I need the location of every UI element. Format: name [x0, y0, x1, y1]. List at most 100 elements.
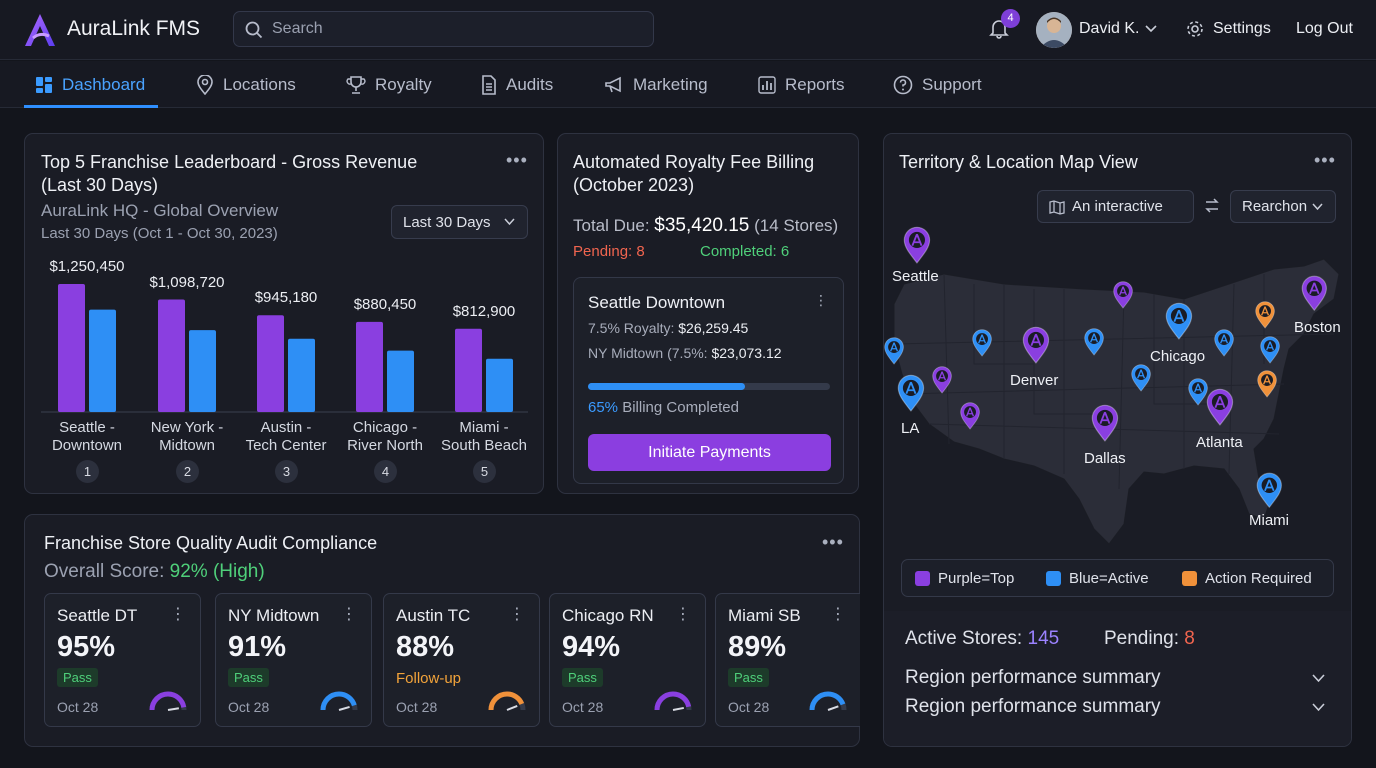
royalty-line2-value: $23,073.12: [711, 345, 782, 361]
us-territory-map[interactable]: [884, 244, 1352, 624]
category-line1: New York -: [150, 419, 224, 436]
search-input[interactable]: [272, 19, 642, 39]
city-label: Dallas: [1084, 450, 1126, 467]
bar-category-label: Miami - South Beach: [429, 419, 539, 455]
gear-icon[interactable]: [1185, 19, 1205, 39]
more-options-icon[interactable]: •••: [822, 532, 844, 552]
map-pin-active-icon[interactable]: [1213, 328, 1235, 357]
tab-support[interactable]: Support: [893, 61, 982, 108]
bar-secondary-4[interactable]: [387, 350, 414, 412]
royalty-title-line1: Automated Royalty Fee Billing: [573, 152, 815, 172]
map-pin-top-icon[interactable]: [1021, 325, 1051, 364]
revenue-bar-chart: [41, 284, 528, 413]
map-pin-active-icon[interactable]: [1164, 301, 1194, 340]
audit-store-card[interactable]: NY Midtown ⋮ 91% Pass Oct 28: [215, 593, 372, 727]
map-pin-active-icon[interactable]: [1083, 327, 1105, 356]
bar-primary-5[interactable]: [455, 328, 482, 412]
more-options-icon[interactable]: ⋮: [341, 606, 357, 623]
notification-count-badge: 4: [1001, 9, 1020, 28]
map-pin-active-icon[interactable]: [1259, 335, 1281, 364]
region-summary-row[interactable]: Region performance summary: [905, 667, 1161, 688]
settings-link[interactable]: Settings: [1213, 20, 1271, 37]
tab-royalty[interactable]: Royalty: [346, 61, 432, 108]
tab-audits[interactable]: Audits: [481, 61, 553, 108]
total-due: Total Due: $35,420.15 (14 Stores): [573, 215, 838, 237]
more-options-icon[interactable]: •••: [1314, 150, 1336, 170]
map-pin-active-icon[interactable]: [883, 336, 905, 365]
category-line1: Miami -: [459, 419, 509, 436]
legend-item-top: Purple=Top: [915, 570, 1014, 587]
map-pin-top-icon[interactable]: [931, 365, 953, 394]
bar-secondary-5[interactable]: [486, 358, 513, 412]
map-pin-top-icon[interactable]: [1112, 280, 1134, 309]
map-pin-active-icon[interactable]: [896, 373, 926, 412]
city-label: Boston: [1294, 319, 1341, 336]
royalty-title-line2: (October 2023): [573, 175, 695, 195]
interactive-view-button[interactable]: An interactive: [1037, 190, 1194, 223]
swap-arrows-icon[interactable]: [1204, 197, 1220, 215]
logout-link[interactable]: Log Out: [1296, 20, 1353, 37]
chevron-down-icon[interactable]: [1145, 24, 1157, 34]
active-stores: Active Stores: 145: [905, 628, 1059, 650]
auralink-logo-icon[interactable]: [22, 12, 58, 48]
audit-store-card[interactable]: Seattle DT ⋮ 95% Pass Oct 28: [44, 593, 201, 727]
chevron-down-icon[interactable]: [1312, 674, 1325, 683]
map-pin-active-icon[interactable]: [1255, 471, 1284, 508]
bar-primary-1[interactable]: [58, 284, 85, 412]
category-line2: Midtown: [159, 437, 215, 454]
bar-secondary-2[interactable]: [189, 330, 216, 412]
tab-dashboard[interactable]: Dashboard: [35, 61, 145, 108]
more-options-icon[interactable]: ⋮: [675, 606, 691, 623]
map-pin-top-icon[interactable]: [1205, 387, 1235, 426]
category-line1: Seattle -: [59, 419, 115, 436]
map-pin-active-icon[interactable]: [971, 328, 993, 357]
tab-reports[interactable]: Reports: [758, 61, 845, 108]
search-box[interactable]: [233, 11, 654, 47]
audit-store-card[interactable]: Austin TC ⋮ 88% Follow-up Oct 28: [383, 593, 540, 727]
royalty-line1-value: $26,259.45: [678, 320, 749, 336]
audit-store-card[interactable]: Chicago RN ⋮ 94% Pass Oct 28: [549, 593, 706, 727]
audit-store-name: Chicago RN: [562, 606, 654, 625]
map-pin-active-icon[interactable]: [1130, 363, 1152, 392]
map-pin-top-icon[interactable]: [902, 225, 932, 264]
audit-date: Oct 28: [562, 699, 604, 715]
rank-badge: 2: [176, 460, 199, 483]
map-pin-active-icon[interactable]: [1187, 377, 1209, 406]
audit-store-card[interactable]: Miami SB ⋮ 89% Pass Oct 28: [715, 593, 860, 727]
bar-primary-4[interactable]: [356, 321, 383, 412]
avatar[interactable]: [1036, 12, 1072, 48]
tab-marketing[interactable]: Marketing: [604, 61, 708, 108]
more-options-icon[interactable]: ⋮: [170, 606, 186, 623]
dashboard-icon: [36, 76, 52, 93]
bar-secondary-1[interactable]: [89, 309, 116, 412]
audit-status-badge: Pass: [57, 668, 98, 687]
more-options-icon[interactable]: ⋮: [509, 606, 525, 623]
tab-label: Audits: [506, 74, 554, 94]
map-pin-top-icon[interactable]: [959, 401, 981, 430]
map-pin-top-icon[interactable]: [1300, 274, 1329, 311]
more-options-icon[interactable]: ⋮: [830, 606, 846, 623]
bar-value-label: $945,180: [254, 289, 318, 307]
legend-swatch-blue: [1046, 571, 1061, 586]
audit-store-name: Miami SB: [728, 606, 801, 625]
initiate-payments-button[interactable]: Initiate Payments: [588, 434, 831, 471]
leaderboard-title-line1: Top 5 Franchise Leaderboard - Gross Reve…: [41, 152, 418, 172]
bar-primary-2[interactable]: [158, 299, 185, 412]
date-range-dropdown[interactable]: Last 30 Days: [391, 205, 528, 239]
user-name[interactable]: David K.: [1079, 20, 1140, 37]
more-options-icon[interactable]: •••: [506, 150, 528, 170]
map-pin-top-icon[interactable]: [1090, 403, 1120, 442]
map-pin-action-icon[interactable]: [1254, 300, 1276, 329]
bar-chart-icon: [758, 75, 776, 94]
bar-secondary-3[interactable]: [288, 338, 315, 412]
rank-badge: 5: [473, 460, 496, 483]
chevron-down-icon[interactable]: [1312, 703, 1325, 712]
tab-locations[interactable]: Locations: [196, 61, 296, 108]
bar-primary-3[interactable]: [257, 315, 284, 412]
region-dropdown[interactable]: Rearchon: [1230, 190, 1336, 223]
more-options-icon[interactable]: ⋮: [814, 292, 829, 308]
overall-score: Overall Score: 92% (High): [44, 561, 265, 583]
active-stores-label: Active Stores:: [905, 628, 1023, 649]
map-pin-action-icon[interactable]: [1256, 369, 1278, 398]
region-summary-row[interactable]: Region performance summary: [905, 696, 1161, 717]
